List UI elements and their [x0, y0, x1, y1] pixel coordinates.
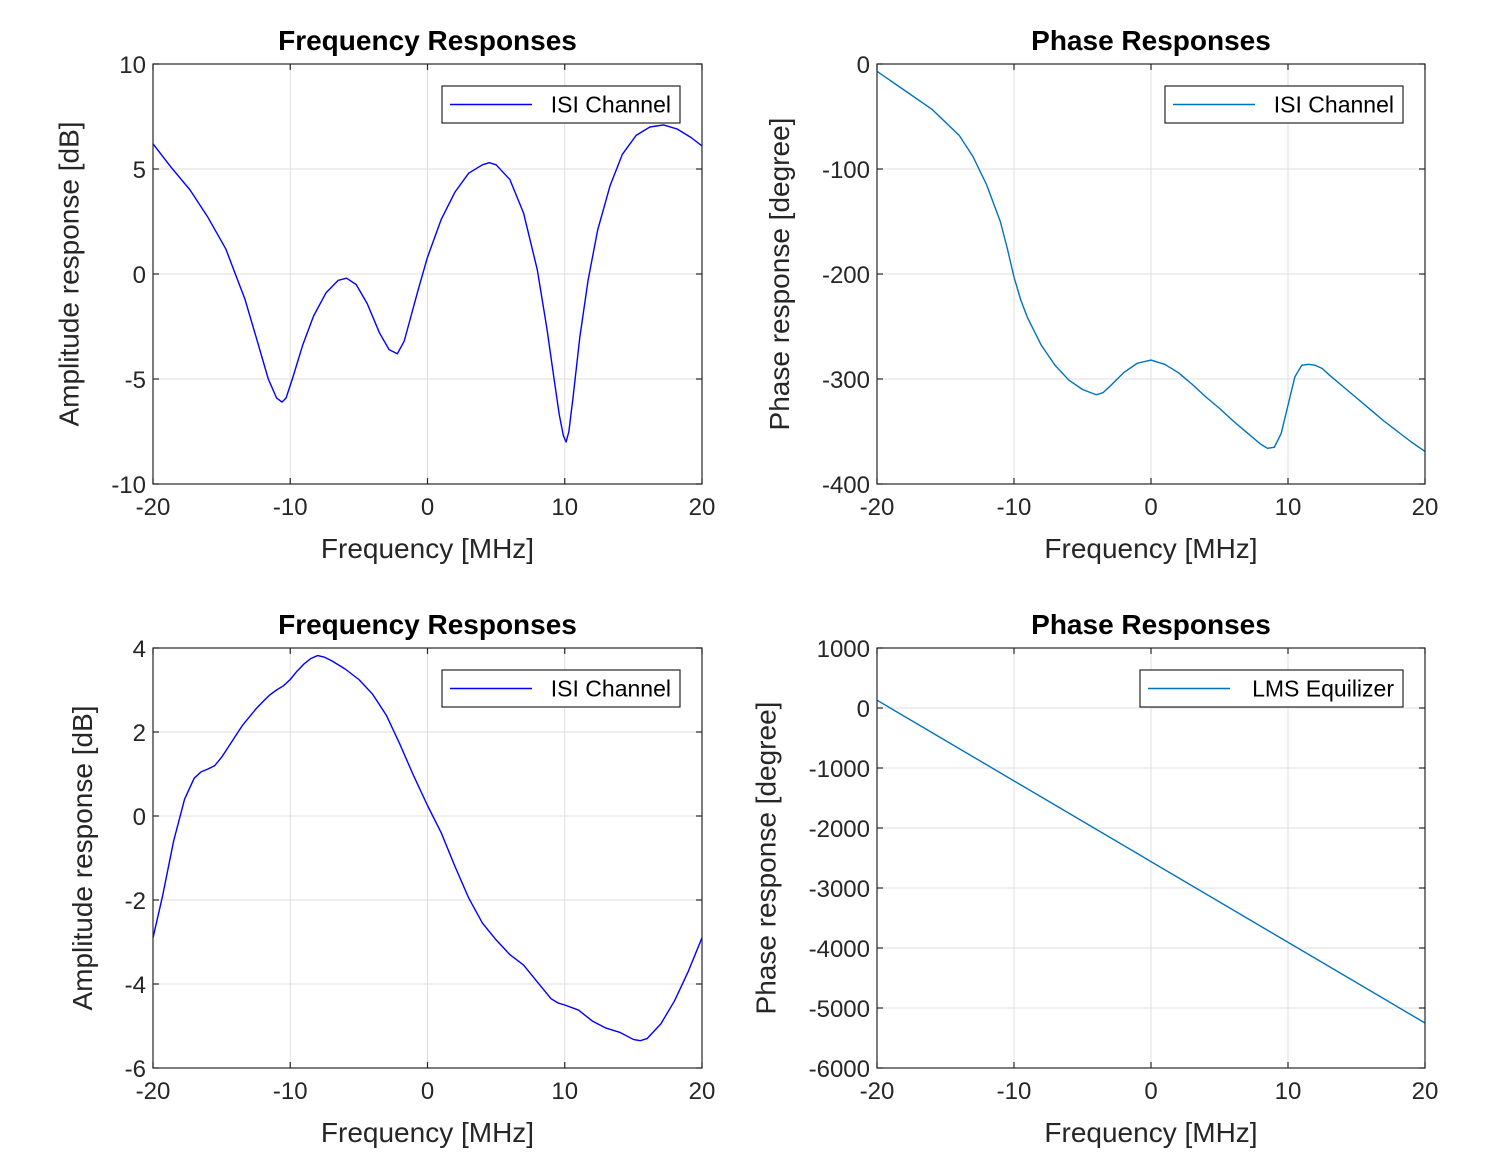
- legend: LMS Equilizer: [1139, 669, 1404, 708]
- x-tick-label: -10: [997, 494, 1032, 521]
- y-tick-label: 0: [857, 52, 870, 79]
- subplot-4: -20 -10 0 10 20 -6000 -5000 -4000 -3000 -2000 -100…: [751, 609, 1439, 1148]
- y-axis-label: Phase response [degree]: [764, 118, 795, 431]
- x-tick-label: 0: [421, 494, 434, 521]
- x-tick-label: 0: [421, 1078, 434, 1105]
- legend: ISI Channel: [1164, 85, 1404, 124]
- grid: [877, 648, 1425, 1068]
- x-tick-label: 10: [551, 1078, 578, 1105]
- y-tick-label: -2000: [809, 816, 870, 843]
- x-axis-label: Frequency [MHz]: [321, 1117, 534, 1148]
- legend-label: ISI Channel: [1274, 92, 1394, 118]
- y-tick-label: -2: [125, 888, 146, 915]
- legend: ISI Channel: [441, 669, 681, 708]
- x-tick-label: 0: [1144, 494, 1157, 521]
- series-line: [152, 124, 703, 443]
- legend-label: ISI Channel: [551, 676, 671, 702]
- y-tick-label: 2: [133, 720, 146, 747]
- y-tick-label: -5: [125, 367, 146, 394]
- legend-label: LMS Equilizer: [1252, 676, 1394, 702]
- grid: [153, 648, 702, 1068]
- x-tick-label: -10: [997, 1078, 1032, 1105]
- chart-title: Phase Responses: [1031, 25, 1271, 56]
- x-tick-label: -10: [273, 1078, 308, 1105]
- x-axis-label: Frequency [MHz]: [1044, 533, 1257, 564]
- x-tick-label: -10: [273, 494, 308, 521]
- y-tick-label: 0: [133, 804, 146, 831]
- x-tick-label: 20: [1412, 494, 1439, 521]
- tick-marks: [152, 647, 703, 1069]
- y-tick-label: -6000: [809, 1056, 870, 1083]
- x-tick-label: 20: [1412, 1078, 1439, 1105]
- y-tick-label: 1000: [817, 636, 870, 663]
- y-tick-label: -6: [125, 1056, 146, 1083]
- chart-title: Phase Responses: [1031, 609, 1271, 640]
- y-tick-label: 10: [119, 52, 146, 79]
- x-tick-label: 10: [551, 494, 578, 521]
- tick-marks: [152, 63, 703, 485]
- chart-title: Frequency Responses: [278, 25, 577, 56]
- grid: [153, 64, 702, 484]
- tick-marks: [876, 647, 1426, 1069]
- y-tick-label: -400: [822, 472, 870, 499]
- y-tick-label: -200: [822, 262, 870, 289]
- y-tick-label: 4: [133, 636, 146, 663]
- y-tick-label: 0: [133, 262, 146, 289]
- x-axis-label: Frequency [MHz]: [1044, 1117, 1257, 1148]
- y-tick-label: -4000: [809, 936, 870, 963]
- x-tick-label: -20: [136, 1078, 171, 1105]
- y-tick-label: -1000: [809, 756, 870, 783]
- y-tick-label: -300: [822, 367, 870, 394]
- y-tick-label: -10: [111, 472, 146, 499]
- y-tick-label: -5000: [809, 996, 870, 1023]
- legend-label: ISI Channel: [551, 92, 671, 118]
- x-tick-label: 0: [1144, 1078, 1157, 1105]
- x-tick-label: 10: [1275, 494, 1302, 521]
- y-axis-label: Phase response [degree]: [751, 702, 782, 1015]
- x-axis-label: Frequency [MHz]: [321, 533, 534, 564]
- x-tick-label: 20: [689, 1078, 716, 1105]
- x-tick-label: 10: [1275, 1078, 1302, 1105]
- series-line: [152, 654, 703, 1042]
- chart-title: Frequency Responses: [278, 609, 577, 640]
- legend: ISI Channel: [441, 85, 681, 124]
- y-tick-label: -4: [125, 972, 146, 999]
- series-line: [876, 699, 1426, 1024]
- series-line: [876, 70, 1426, 453]
- y-tick-label: -3000: [809, 876, 870, 903]
- y-axis-label: Amplitude response [dB]: [54, 121, 85, 426]
- y-axis-label: Amplitude response [dB]: [67, 705, 98, 1010]
- tick-marks: [876, 63, 1426, 485]
- y-tick-label: 0: [857, 696, 870, 723]
- y-tick-label: 5: [133, 157, 146, 184]
- x-tick-label: -20: [860, 494, 895, 521]
- x-tick-label: -20: [860, 1078, 895, 1105]
- x-tick-label: -20: [136, 494, 171, 521]
- y-tick-label: -100: [822, 157, 870, 184]
- x-tick-label: 20: [689, 494, 716, 521]
